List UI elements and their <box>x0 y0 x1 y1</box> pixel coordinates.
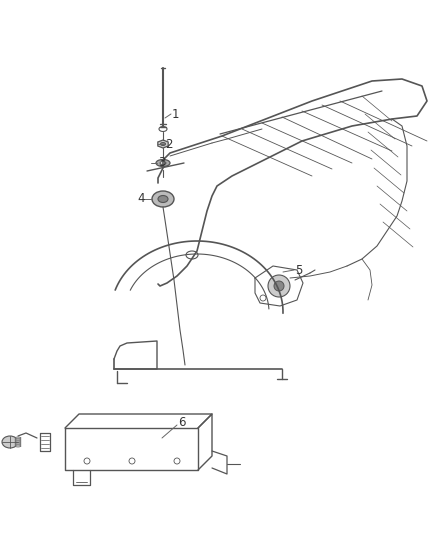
Ellipse shape <box>186 251 198 259</box>
Ellipse shape <box>160 142 166 146</box>
Circle shape <box>260 295 266 301</box>
Polygon shape <box>158 140 168 148</box>
Ellipse shape <box>15 439 21 441</box>
Text: 6: 6 <box>178 416 186 430</box>
Text: 3: 3 <box>158 157 166 169</box>
Circle shape <box>174 458 180 464</box>
Ellipse shape <box>15 441 21 443</box>
Circle shape <box>129 458 135 464</box>
Ellipse shape <box>2 436 18 448</box>
Ellipse shape <box>15 437 21 439</box>
Circle shape <box>84 458 90 464</box>
Text: 2: 2 <box>165 138 173 150</box>
Circle shape <box>274 281 284 291</box>
Ellipse shape <box>160 161 166 165</box>
Ellipse shape <box>152 191 174 207</box>
Text: 4: 4 <box>137 192 145 206</box>
Ellipse shape <box>15 443 21 445</box>
Ellipse shape <box>15 445 21 447</box>
Ellipse shape <box>158 196 168 203</box>
Text: 5: 5 <box>295 263 302 277</box>
Circle shape <box>268 275 290 297</box>
Text: 1: 1 <box>172 108 180 120</box>
Ellipse shape <box>159 126 167 132</box>
Ellipse shape <box>156 159 170 166</box>
